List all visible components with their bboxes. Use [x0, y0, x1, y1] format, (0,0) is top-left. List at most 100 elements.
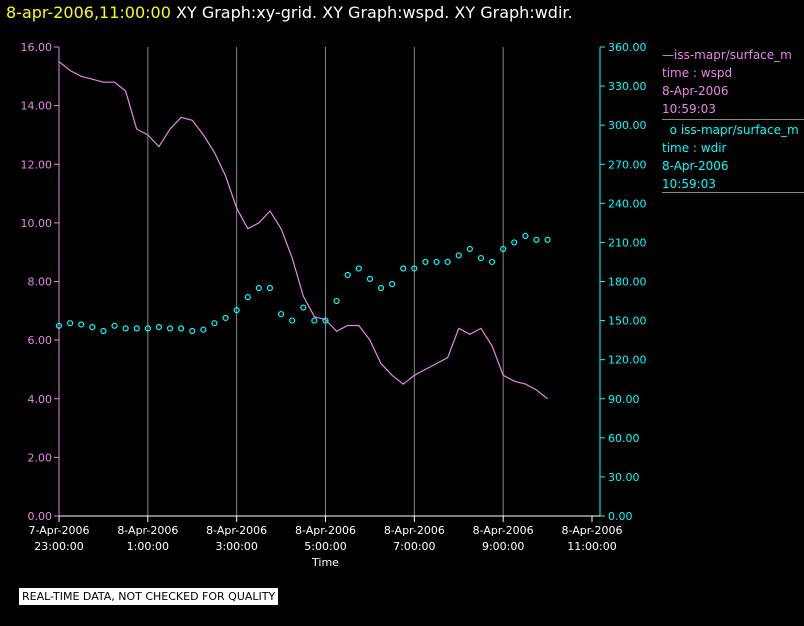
series-wdir-point: [511, 239, 518, 246]
y-right-tick-label: 180.00: [608, 276, 647, 289]
series-wdir-point: [400, 265, 407, 272]
series-wdir-point: [422, 258, 429, 266]
y-right-tick-label: 240.00: [608, 197, 647, 210]
series-wdir-point: [389, 281, 396, 288]
series-wdir-point: [67, 320, 74, 327]
series-wdir-point: [433, 258, 440, 266]
series-wdir-points: [55, 232, 551, 335]
series-wdir-point: [311, 317, 318, 324]
x-tick-label: 8-Apr-2006: [117, 524, 178, 537]
legend-wspd-name: iss-mapr/surface_m: [674, 48, 792, 62]
x-tick-label: 7-Apr-2006: [28, 524, 89, 537]
y-left-tick-label: 8.00: [28, 276, 53, 289]
x-tick-label: 1:00:00: [127, 540, 169, 553]
y-right-tick-label: 210.00: [608, 236, 647, 249]
y-right-tick-label: 30.00: [608, 471, 640, 484]
legend-wdir-var: time : wdir: [662, 141, 727, 155]
y-right-tick-label: 0.00: [608, 510, 633, 523]
quality-note: REAL-TIME DATA, NOT CHECKED FOR QUALITY: [19, 588, 279, 605]
x-axis-label: Time: [311, 556, 339, 569]
series-wdir-point: [189, 327, 196, 335]
x-tick-label: 3:00:00: [215, 540, 257, 553]
title-graphs: XY Graph:xy-grid. XY Graph:wspd. XY Grap…: [176, 3, 573, 22]
series-wdir-point: [455, 252, 462, 259]
series-wdir-point: [277, 310, 285, 318]
x-tick-label: 8-Apr-2006: [384, 524, 445, 537]
title-bar: 8-apr-2006,11:00:00 XY Graph:xy-grid. XY…: [6, 3, 573, 22]
legend-wdir-symbol: o: [669, 123, 677, 137]
series-wdir-point: [377, 284, 385, 292]
x-tick-label: 7:00:00: [393, 540, 435, 553]
y-left-tick-label: 10.00: [21, 217, 53, 230]
legend-wdir-time: 10:59:03: [662, 177, 716, 191]
y-right-tick-label: 120.00: [608, 354, 647, 367]
series-wdir-point: [355, 265, 362, 272]
series-wdir-point: [522, 232, 529, 240]
series-wdir-point: [366, 275, 374, 282]
legend-wdir-name: iss-mapr/surface_m: [680, 123, 799, 137]
series-wdir-point: [144, 325, 151, 332]
series-wdir-point: [411, 265, 418, 272]
y-right-tick-label: 90.00: [608, 393, 640, 406]
x-tick-label: 8-Apr-2006: [206, 524, 267, 537]
series-wdir-point: [178, 325, 185, 332]
legend-wspd-date: 8-Apr-2006: [662, 84, 729, 98]
series-wdir-point: [211, 320, 218, 327]
series-wdir-point: [222, 314, 229, 322]
y-right-tick-label: 60.00: [608, 432, 640, 445]
series-wdir-point: [122, 325, 129, 332]
y-left-tick-label: 16.00: [21, 41, 53, 54]
series-wdir-point: [344, 271, 351, 279]
y-left-tick-label: 2.00: [28, 451, 53, 464]
x-tick-label: 8-Apr-2006: [295, 524, 356, 537]
series-wspd-line: [58, 61, 548, 400]
series-wdir-point: [111, 322, 118, 329]
series-wdir-point: [533, 236, 540, 243]
y-right-tick-label: 330.00: [608, 80, 647, 93]
legend-divider-bottom: [662, 192, 804, 193]
series-wdir-point: [266, 284, 274, 292]
series-wdir-point: [333, 297, 340, 305]
series-wdir-point: [466, 245, 473, 253]
series-wdir-point: [444, 258, 451, 266]
series-wdir-point: [289, 317, 296, 324]
series-wdir-point: [244, 294, 251, 301]
series-wdir-point: [89, 323, 96, 331]
title-date: 8-apr-2006,11:00:00: [6, 3, 171, 22]
y-right-tick-label: 270.00: [608, 158, 647, 171]
legend-wspd-var: time : wspd: [662, 66, 733, 80]
x-tick-label: 5:00:00: [304, 540, 346, 553]
y-left-tick-label: 14.00: [21, 100, 53, 113]
x-tick-label: 9:00:00: [482, 540, 524, 553]
series-wdir-point: [78, 321, 85, 328]
x-tick-label: 11:00:00: [567, 540, 616, 553]
y-right-tick-label: 300.00: [608, 119, 647, 132]
y-right-tick-label: 360.00: [608, 41, 647, 54]
legend-wspd: —iss-mapr/surface_m time : wspd 8-Apr-20…: [662, 46, 792, 118]
series-wdir-point: [100, 327, 107, 335]
series-wdir-point: [55, 322, 63, 329]
series-wdir-point: [477, 254, 485, 262]
legend-wdir: o iss-mapr/surface_m time : wdir 8-Apr-2…: [662, 121, 799, 193]
series-wdir-point: [233, 307, 240, 314]
series-wdir-point: [322, 317, 329, 324]
legend-wdir-date: 8-Apr-2006: [662, 159, 729, 173]
series-wdir-point: [488, 258, 496, 266]
x-tick-label: 8-Apr-2006: [473, 524, 534, 537]
series-wdir-point: [155, 323, 163, 331]
series-wdir-point: [255, 284, 262, 292]
y-left-tick-label: 12.00: [21, 158, 53, 171]
series-wdir-point: [200, 326, 207, 333]
series-wdir-point: [166, 325, 174, 332]
y-left-tick-label: 4.00: [28, 393, 53, 406]
series-wdir-point: [300, 304, 307, 311]
y-left-tick-label: 0.00: [28, 510, 53, 523]
legend-wspd-time: 10:59:03: [662, 102, 716, 116]
y-right-tick-label: 150.00: [608, 315, 647, 328]
series-wdir-point: [500, 245, 507, 253]
legend-divider: [662, 119, 804, 120]
x-tick-label: 8-Apr-2006: [561, 524, 622, 537]
legend-wspd-symbol: —: [662, 48, 674, 62]
series-wdir-point: [133, 325, 140, 332]
